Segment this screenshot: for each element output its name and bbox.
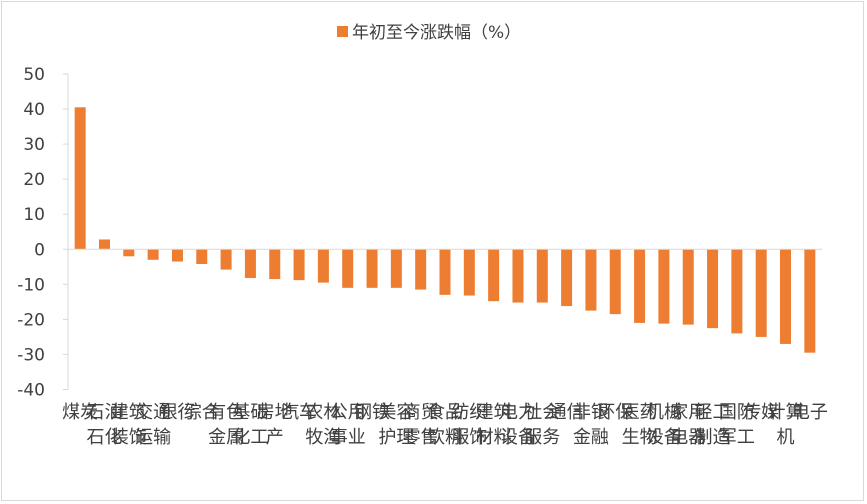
x-category-label: 交通运输 [135, 402, 171, 448]
bar [244, 249, 256, 279]
x-category-label: 国防军工 [719, 402, 755, 448]
bar [780, 249, 792, 344]
bar [512, 249, 524, 303]
bar [74, 107, 86, 250]
x-category-label: 家用电器 [670, 402, 706, 448]
bar [463, 249, 475, 296]
x-category-label: 建筑装饰 [111, 402, 147, 448]
bar [342, 249, 354, 288]
bars [74, 107, 816, 353]
bar [561, 249, 573, 307]
x-category-label: 轻工制造 [695, 402, 731, 448]
bar [317, 249, 329, 283]
x-category-label: 纺织服饰 [451, 402, 487, 448]
x-category-label: 建筑材料 [476, 402, 512, 448]
bar [682, 249, 694, 325]
y-tick-label: 40 [23, 100, 45, 120]
x-category-label: 电力设备 [500, 402, 536, 448]
bar [293, 249, 305, 281]
category-labels: 煤炭石油石化建筑装饰交通运输银行综合有色金属基础化工房地产汽车农林牧渔公用事业钢… [62, 402, 828, 448]
x-category-label: 房地产 [257, 402, 293, 448]
x-category-label: 医药生物 [622, 402, 658, 448]
x-category-label: 银行 [159, 402, 195, 423]
bar [390, 249, 402, 288]
bar [536, 249, 548, 303]
x-category-label: 通信 [549, 402, 585, 423]
y-tick-label: 0 [34, 240, 45, 260]
x-category-label: 传媒 [743, 402, 779, 423]
bar [439, 249, 451, 295]
bar [269, 249, 281, 280]
x-category-label: 综合 [184, 402, 220, 423]
bar [755, 249, 767, 337]
x-category-label: 环保 [597, 402, 633, 423]
x-category-label: 电子 [792, 402, 828, 423]
bar [658, 249, 670, 324]
x-category-label: 美容护理 [378, 402, 414, 448]
x-category-label: 汽车 [281, 402, 317, 423]
bar [707, 249, 719, 329]
x-category-label: 公用事业 [330, 402, 366, 448]
x-category-label: 钢铁 [354, 402, 390, 423]
x-category-label: 煤炭 [62, 402, 98, 423]
x-category-label: 食品饮料 [427, 402, 463, 448]
bar [634, 249, 646, 323]
y-tick-label: -20 [17, 310, 45, 330]
y-tick-label: 20 [23, 170, 45, 190]
bar [585, 249, 597, 311]
y-axis-ticks: 50 40 30 20 10 0 -10 -20 -30 -40 [17, 65, 68, 401]
y-tick-label: 30 [23, 135, 45, 155]
bar [609, 249, 621, 315]
bar [171, 249, 183, 262]
x-category-label: 石油石化 [86, 402, 122, 448]
x-category-label: 商贸零售 [403, 402, 439, 448]
y-tick-label: 50 [23, 65, 45, 85]
legend-label: 年初至今涨跌幅（%） [352, 23, 521, 43]
legend-swatch [337, 26, 348, 37]
x-category-label: 社会服务 [524, 402, 560, 448]
x-category-label: 有色金属 [208, 402, 244, 448]
bar [147, 249, 159, 260]
y-tick-label: -40 [17, 381, 45, 401]
bar [196, 249, 208, 265]
x-category-label: 机械设备 [646, 402, 682, 448]
bar [98, 239, 110, 250]
bar [731, 249, 743, 334]
y-tick-label: 10 [23, 205, 45, 225]
legend: 年初至今涨跌幅（%） [337, 23, 521, 43]
bar [804, 249, 816, 353]
bar [220, 249, 232, 270]
x-category-label: 非银金融 [573, 402, 609, 448]
bar [488, 249, 500, 302]
bar [123, 249, 135, 257]
y-tick-label: -10 [17, 275, 45, 295]
bar [415, 249, 427, 290]
x-category-label: 基础化工 [232, 402, 268, 448]
bar [366, 249, 378, 288]
x-category-label: 农林牧渔 [305, 402, 341, 448]
x-category-label: 计算机 [768, 402, 804, 448]
y-tick-label: -30 [17, 345, 45, 365]
